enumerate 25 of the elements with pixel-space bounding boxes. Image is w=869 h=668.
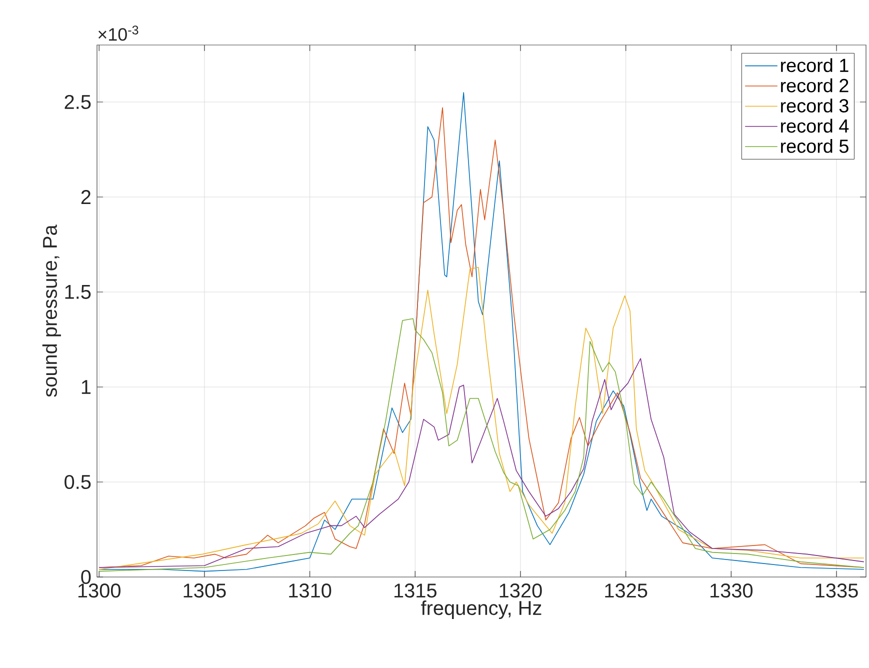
legend-label: record 5 xyxy=(781,138,848,153)
y-tick-label: 1 xyxy=(82,380,91,394)
legend-label: record 3 xyxy=(781,98,848,113)
x-axis-title: frequency, Hz xyxy=(421,600,542,620)
x-tick-label: 1330 xyxy=(710,584,753,598)
line-series xyxy=(98,266,864,570)
x-tick-label: 1315 xyxy=(394,584,436,598)
legend-label: record 4 xyxy=(781,118,849,133)
line-series xyxy=(98,318,864,572)
y-tick-label: 0.5 xyxy=(64,474,91,490)
x-tick-label: 1310 xyxy=(289,584,332,598)
y-tick-label: 2 xyxy=(81,190,90,204)
x-tick-label: 1320 xyxy=(500,584,542,598)
x-tick-label: 1300 xyxy=(78,584,120,598)
y-tick-label: 2.5 xyxy=(64,94,91,110)
y-tick-label: 0 xyxy=(81,570,91,584)
x-tick-label: 1335 xyxy=(816,584,858,598)
y-tick-label: 1.5 xyxy=(65,285,91,299)
text: ×10$^{-3}$ xyxy=(98,26,138,41)
line-series xyxy=(98,358,864,568)
y-axis-title: sound pressure, Pa xyxy=(42,224,61,397)
x-tick-label: 1305 xyxy=(184,584,226,598)
legend-label: record 1 xyxy=(781,58,848,72)
legend-label: record 2 xyxy=(781,78,848,92)
x-tick-label: 1325 xyxy=(605,584,648,598)
